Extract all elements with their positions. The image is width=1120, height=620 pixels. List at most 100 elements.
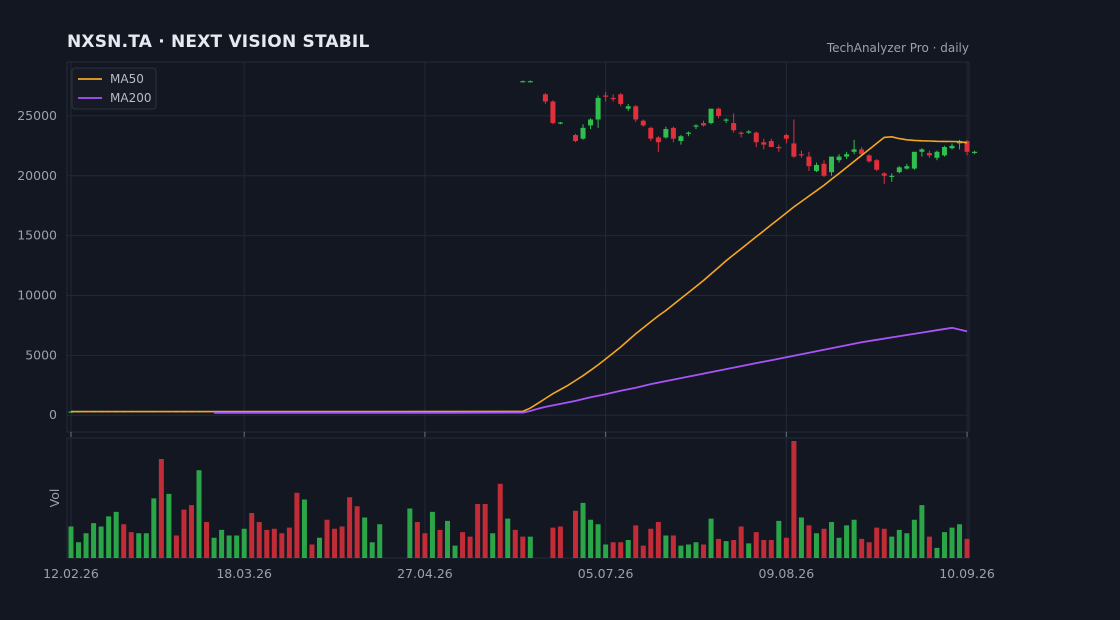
volume-bar <box>181 509 187 558</box>
candle-body <box>964 141 970 152</box>
candle <box>670 126 676 143</box>
candle <box>761 138 767 150</box>
volume-bar <box>68 526 74 558</box>
volume-bar <box>678 545 684 558</box>
candle <box>625 103 631 112</box>
candle <box>550 100 556 125</box>
volume-bar <box>490 533 496 558</box>
candle <box>768 138 774 148</box>
volume-bar <box>211 537 217 558</box>
volume-bar <box>158 459 164 558</box>
volume-bar <box>919 505 925 558</box>
volume-bar <box>557 526 563 558</box>
volume-bar <box>949 527 955 558</box>
candle-body <box>633 106 639 120</box>
x-tick-label: 18.03.26 <box>216 566 272 581</box>
candle <box>648 126 654 142</box>
candle-body <box>603 95 609 97</box>
volume-bar <box>625 540 631 558</box>
candle-body <box>716 108 722 116</box>
volume-bar <box>294 492 300 558</box>
volume-bar <box>219 529 225 558</box>
candle <box>911 151 917 170</box>
candle <box>723 118 729 124</box>
candle-body <box>972 151 978 154</box>
candle-body <box>949 145 955 149</box>
candle <box>851 139 857 155</box>
candle <box>595 95 601 128</box>
candle-body <box>655 137 661 143</box>
volume-bar <box>708 518 714 558</box>
volume-bar <box>249 513 255 558</box>
candle <box>573 133 579 143</box>
candle-body <box>723 119 729 121</box>
volume-bar <box>768 540 774 558</box>
volume-bar <box>746 543 752 558</box>
volume-bar <box>829 522 835 558</box>
volume-bar <box>610 542 616 558</box>
candle <box>919 148 925 157</box>
candle <box>520 80 526 83</box>
candle <box>655 136 661 152</box>
volume-bar <box>452 545 458 558</box>
volume-bar <box>76 542 82 558</box>
volume-bar <box>723 541 729 558</box>
candle-body <box>926 153 932 156</box>
volume-bar <box>783 537 789 558</box>
volume-bar <box>670 535 676 558</box>
x-tick-label: 09.08.26 <box>759 566 815 581</box>
candle <box>776 144 782 152</box>
candle <box>904 163 910 170</box>
candle <box>633 105 639 122</box>
volume-bar <box>648 528 654 558</box>
volume-bar <box>859 538 865 558</box>
volume-bar <box>309 544 315 558</box>
volume-bar <box>316 537 322 558</box>
y-tick-label: 20000 <box>17 168 57 183</box>
candle-body <box>753 132 759 143</box>
candle-body <box>678 136 684 142</box>
candle <box>783 133 789 144</box>
y-tick-label: 25000 <box>17 108 57 123</box>
volume-bar <box>904 533 910 558</box>
candle-body <box>844 154 850 157</box>
candle-body <box>663 129 669 138</box>
candle <box>874 158 880 171</box>
candle-body <box>874 160 880 170</box>
candle-body <box>640 120 646 126</box>
volume-bar <box>821 528 827 558</box>
candle <box>542 93 548 104</box>
volume-bar <box>166 493 172 558</box>
candle-body <box>941 147 947 156</box>
x-tick-label: 27.04.26 <box>397 566 453 581</box>
volume-bar <box>369 542 375 558</box>
volume-bar <box>271 528 277 558</box>
candle <box>881 172 887 185</box>
volume-bar <box>844 525 850 558</box>
volume-bar <box>121 524 127 558</box>
candle-body <box>595 97 601 120</box>
volume-bar <box>941 532 947 558</box>
volume-bar <box>573 510 579 558</box>
candle-body <box>919 149 925 152</box>
candle <box>716 107 722 119</box>
candle <box>685 131 691 137</box>
candle <box>693 124 699 130</box>
candle <box>829 156 835 176</box>
volume-bar <box>851 519 857 558</box>
volume-bar <box>429 511 435 558</box>
volume-bar <box>173 535 179 558</box>
candle <box>813 162 819 173</box>
volume-bar <box>603 544 609 558</box>
volume-bar <box>866 542 872 558</box>
x-tick-label: 12.02.26 <box>43 566 99 581</box>
x-tick-label: 10.09.26 <box>939 566 995 581</box>
volume-bar <box>136 533 142 558</box>
candle-body <box>851 149 857 152</box>
volume-bar <box>362 517 368 558</box>
candle <box>610 94 616 102</box>
volume-bar <box>520 536 526 558</box>
volume-bar <box>716 538 722 558</box>
volume-bar <box>467 536 473 558</box>
